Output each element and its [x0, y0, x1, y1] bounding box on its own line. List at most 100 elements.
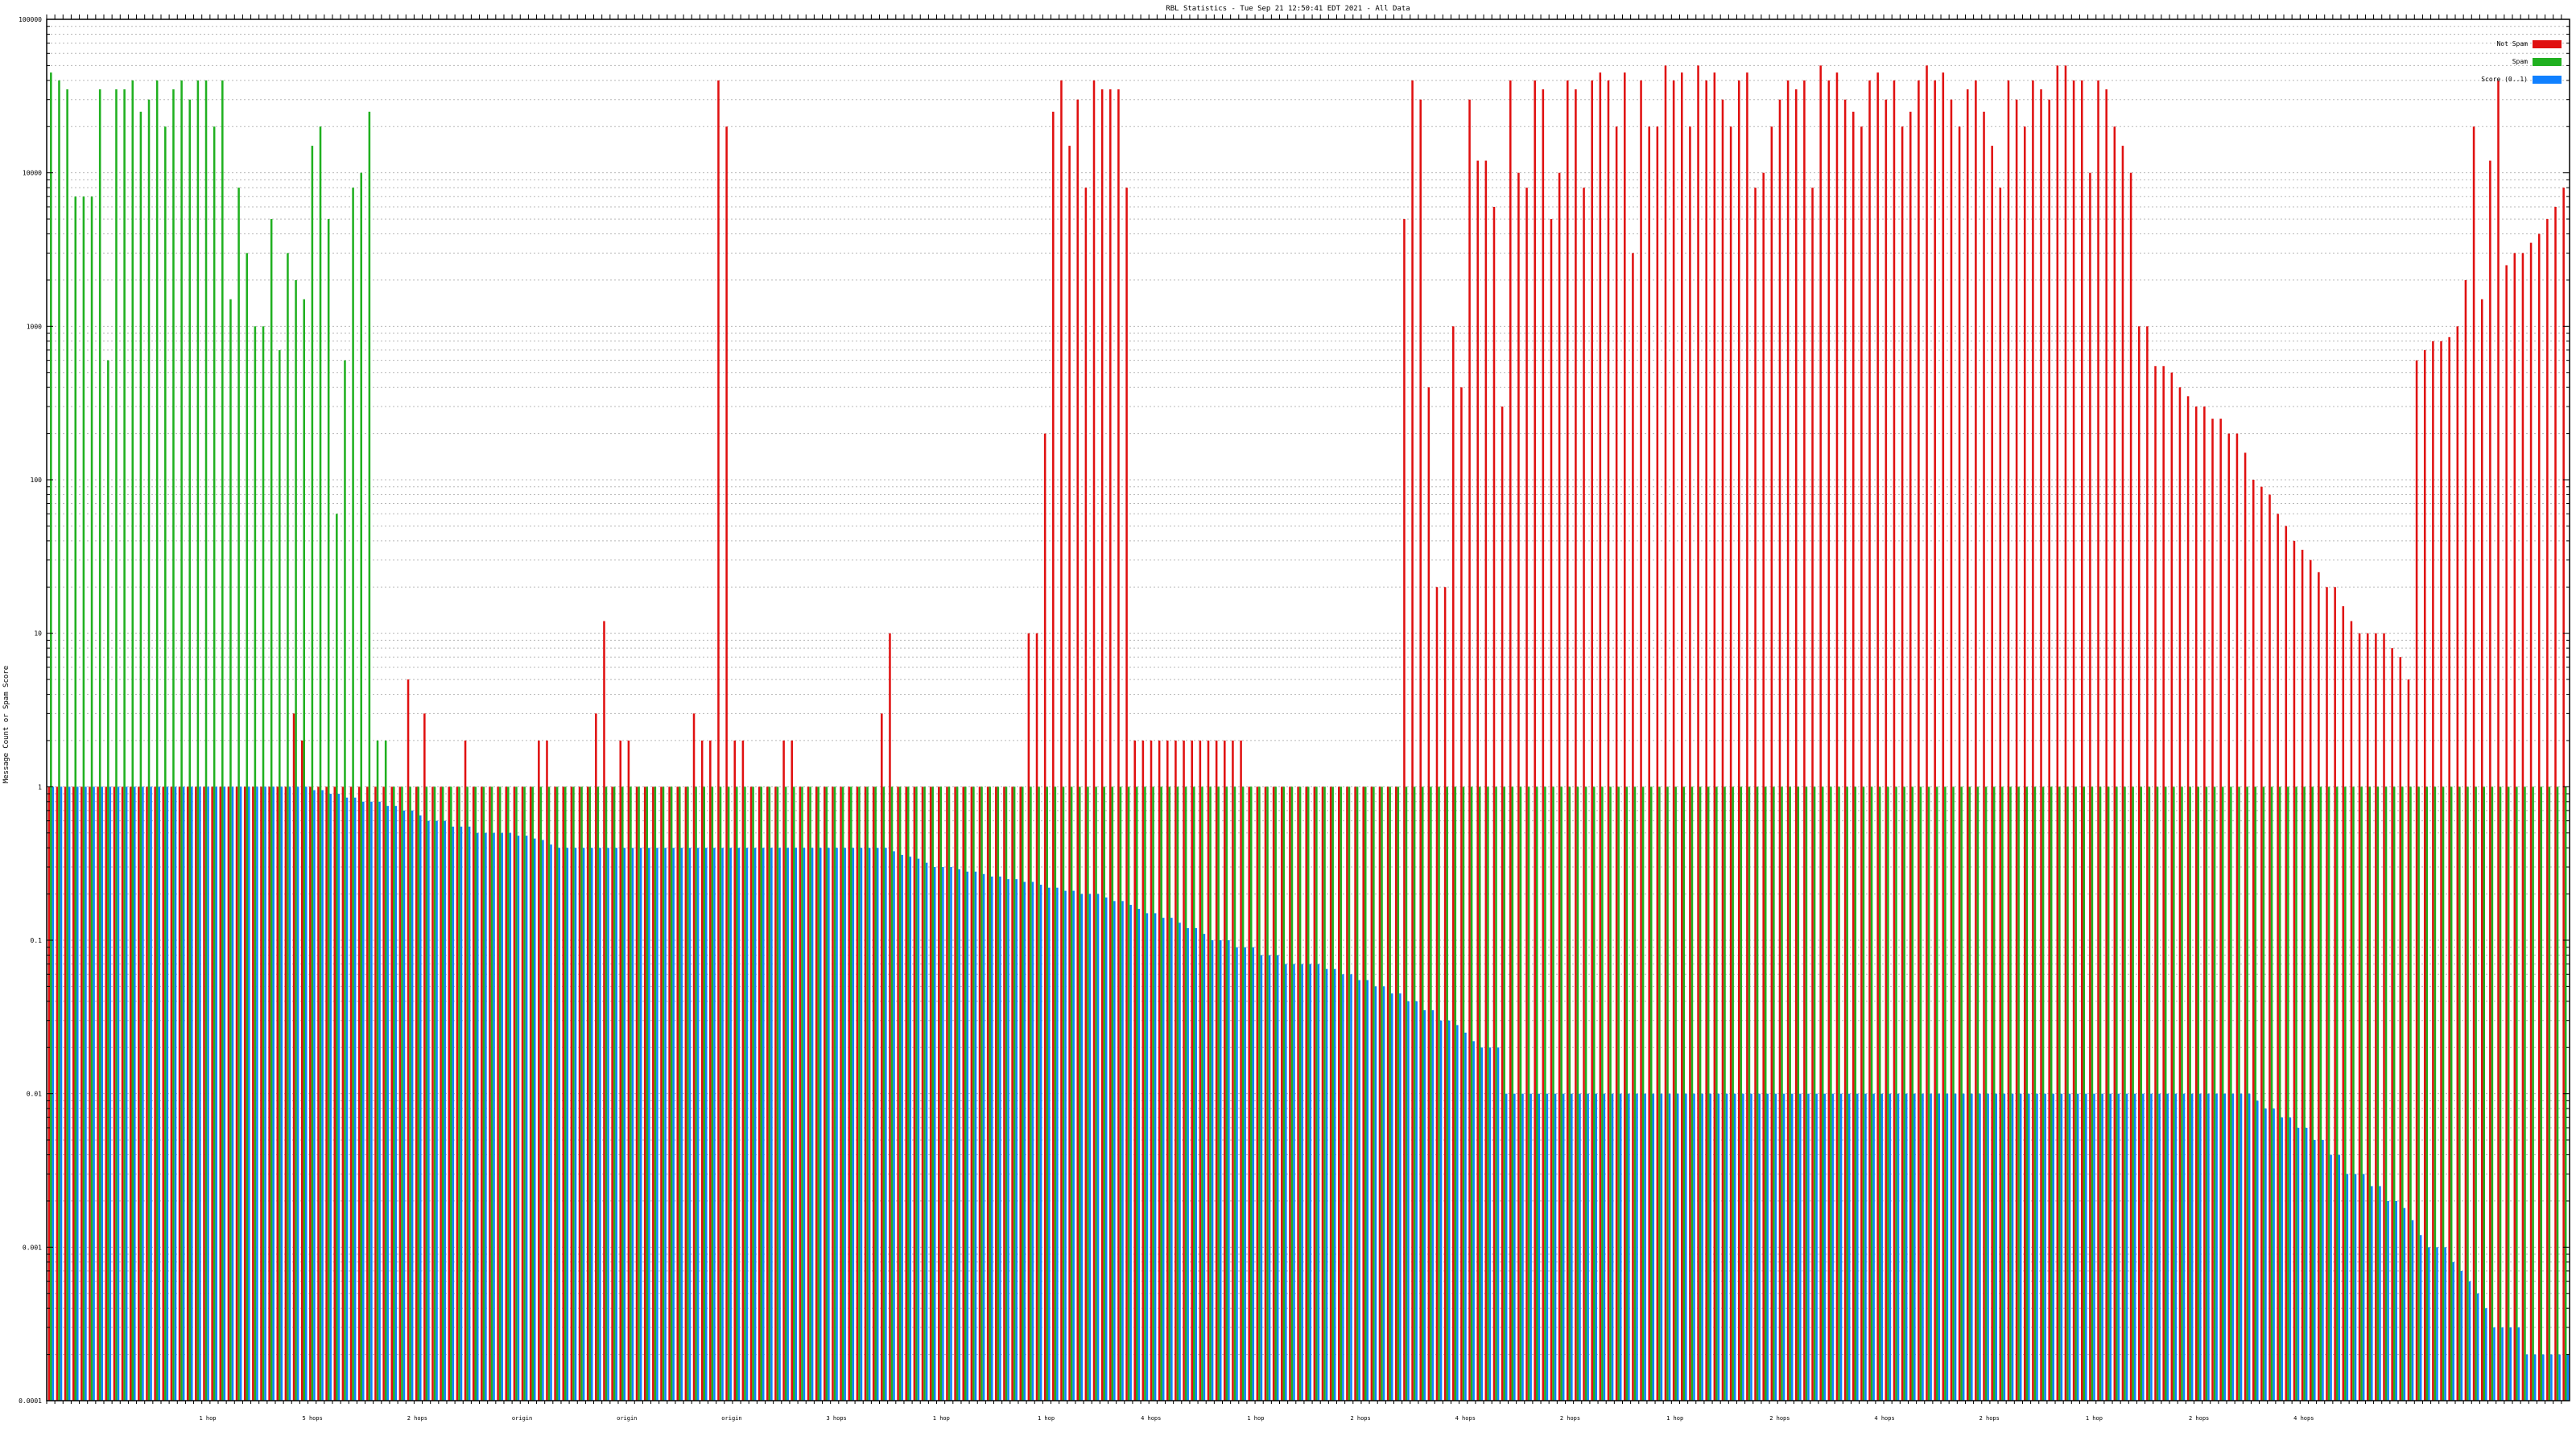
bar-score-0-1- [1905, 1093, 1908, 1401]
bar-spam [989, 786, 991, 1401]
bar-not-spam [733, 740, 737, 1401]
bar-spam [433, 786, 436, 1401]
bar-not-spam [2497, 80, 2500, 1401]
bar-spam [2140, 786, 2143, 1401]
bar-not-spam [1754, 188, 1757, 1401]
bar-score-0-1- [753, 848, 757, 1401]
bar-spam [2303, 786, 2306, 1401]
bar-not-spam [709, 740, 712, 1401]
bar-spam [841, 786, 844, 1401]
bar-not-spam [995, 786, 997, 1401]
bar-spam [1364, 786, 1367, 1401]
bar-spam [572, 786, 575, 1401]
bar-score-0-1- [2101, 1093, 2103, 1401]
bar-not-spam [1199, 740, 1202, 1401]
bar-spam [703, 786, 705, 1401]
bar-not-spam [2137, 326, 2140, 1401]
bar-score-0-1- [533, 838, 536, 1401]
bar-spam [907, 786, 910, 1401]
bar-score-0-1- [885, 848, 887, 1401]
bar-not-spam [2440, 341, 2442, 1401]
bar-spam [1340, 786, 1343, 1401]
bar-score-0-1- [1839, 1093, 1843, 1401]
bar-not-spam [1166, 740, 1169, 1401]
bar-score-0-1- [1636, 1093, 1638, 1401]
bar-score-0-1- [182, 786, 185, 1401]
bar-spam [515, 786, 518, 1401]
bar-not-spam [1705, 80, 1707, 1401]
bar-not-spam [2146, 326, 2149, 1401]
x-group-label: 4 hops [2293, 1415, 2314, 1422]
x-group-label: 2 hops [1560, 1415, 1580, 1422]
bar-spam [2344, 786, 2347, 1401]
bar-score-0-1- [1717, 1093, 1720, 1401]
bar-score-0-1- [1268, 955, 1271, 1401]
bar-score-0-1- [2566, 1354, 2569, 1401]
bar-score-0-1- [1121, 901, 1124, 1401]
bar-spam [360, 172, 363, 1401]
y-tick-label: 100 [31, 477, 43, 484]
bar-score-0-1- [688, 848, 691, 1401]
bar-score-0-1- [134, 786, 136, 1401]
bar-not-spam [619, 740, 622, 1401]
bar-not-spam [2366, 633, 2369, 1401]
bar-not-spam [1313, 786, 1316, 1401]
bar-not-spam [1272, 786, 1275, 1401]
bar-spam [850, 786, 852, 1401]
bar-spam [1568, 786, 1571, 1401]
bar-score-0-1- [1317, 964, 1320, 1401]
bar-score-0-1- [1276, 955, 1279, 1401]
bar-spam [1038, 786, 1040, 1401]
bar-not-spam [799, 786, 802, 1401]
bar-not-spam [766, 786, 769, 1401]
bar-not-spam [162, 786, 165, 1401]
bar-score-0-1- [166, 786, 169, 1401]
bar-score-0-1- [2346, 1174, 2349, 1401]
bar-spam [1397, 786, 1400, 1401]
bar-spam [2287, 786, 2289, 1401]
bar-spam [1095, 786, 1097, 1401]
bar-not-spam [1305, 786, 1307, 1401]
bar-not-spam [407, 679, 410, 1401]
bar-spam [1592, 786, 1596, 1401]
bar-spam [490, 786, 493, 1401]
bar-not-spam [1092, 80, 1096, 1401]
bar-not-spam [2121, 146, 2124, 1401]
bar-not-spam [2105, 89, 2107, 1401]
bar-not-spam [2040, 89, 2042, 1401]
bar-spam [1144, 786, 1146, 1401]
bar-not-spam [398, 786, 402, 1401]
bar-score-0-1- [2371, 1186, 2373, 1401]
bar-not-spam [1975, 80, 1977, 1401]
bar-spam [450, 786, 452, 1401]
bar-score-0-1- [558, 848, 560, 1401]
bar-score-0-1- [1571, 1093, 1573, 1401]
bar-spam [1699, 786, 1702, 1401]
bar-spam [50, 72, 52, 1401]
bar-spam [196, 80, 200, 1401]
bar-spam [1315, 786, 1318, 1401]
bar-spam [825, 786, 828, 1401]
bar-score-0-1- [199, 786, 201, 1401]
bar-not-spam [2375, 633, 2377, 1401]
bar-not-spam [946, 786, 948, 1401]
bar-not-spam [717, 80, 720, 1401]
bar-spam [670, 786, 673, 1401]
bar-not-spam [1966, 89, 1969, 1401]
bar-score-0-1- [353, 797, 357, 1401]
bar-spam [2213, 786, 2216, 1401]
bar-not-spam [138, 786, 140, 1401]
bar-spam [1601, 786, 1604, 1401]
bar-score-0-1- [215, 786, 217, 1401]
bar-score-0-1- [803, 848, 806, 1401]
bar-not-spam [1550, 219, 1553, 1401]
x-group-label: 1 hop [1038, 1415, 1055, 1422]
bar-not-spam [1370, 786, 1373, 1401]
bar-not-spam [1517, 172, 1520, 1401]
bar-not-spam [1256, 786, 1259, 1401]
bar-not-spam [317, 786, 320, 1401]
bar-not-spam [481, 786, 483, 1401]
bar-not-spam [2007, 80, 2010, 1401]
bar-score-0-1- [729, 848, 732, 1401]
y-tick-label: 0.0001 [19, 1397, 42, 1405]
